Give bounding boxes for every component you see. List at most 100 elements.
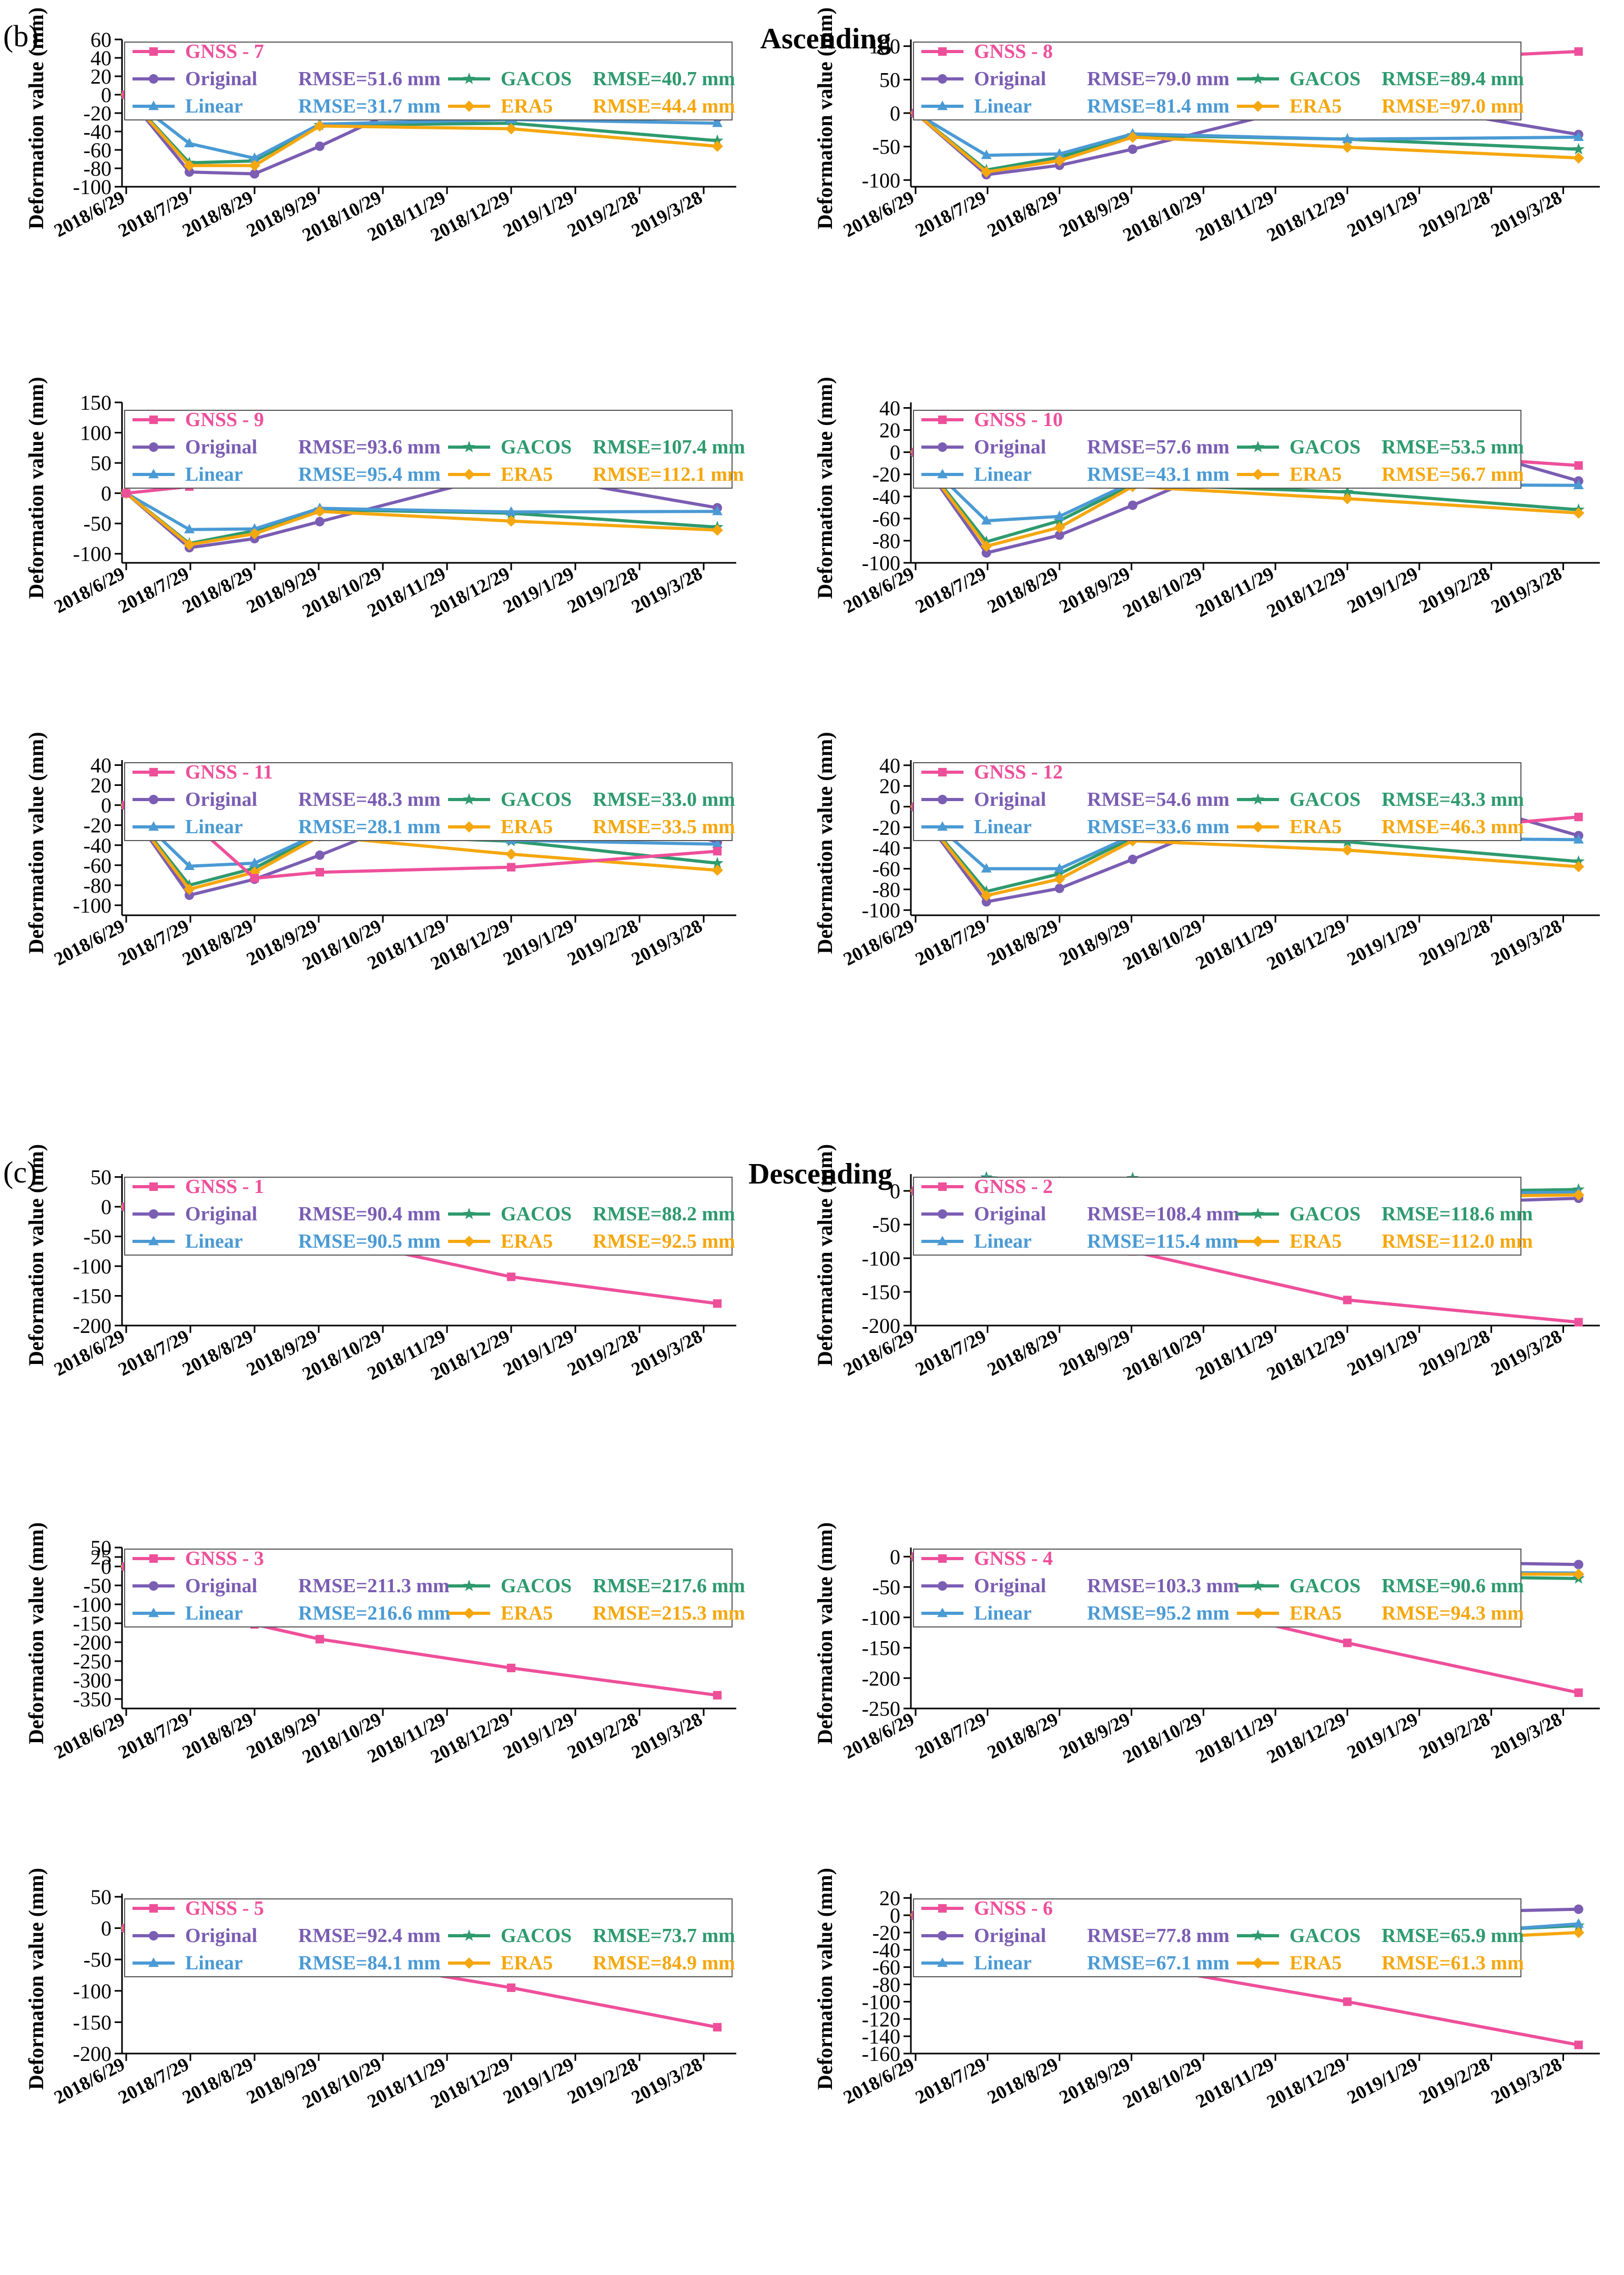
data-point-era5 xyxy=(184,883,195,895)
legend-label-gnss: GNSS - 1 xyxy=(185,1176,264,1198)
y-tick-label: 20 xyxy=(879,1886,900,1910)
x-tick-label: 2018/9/29 xyxy=(1056,1708,1134,1763)
x-tick-label: 2018/7/29 xyxy=(912,1326,990,1380)
x-tick-label: 2018/10/29 xyxy=(1119,563,1205,622)
legend-rmse-original: RMSE=57.6 mm xyxy=(1087,436,1230,458)
y-tick-label: 0 xyxy=(101,794,111,817)
legend-label-original: Original xyxy=(185,1925,257,1947)
y-tick-label: -100 xyxy=(73,1593,111,1616)
y-tick-label: -60 xyxy=(872,1956,900,1979)
data-point-linear xyxy=(1054,148,1065,158)
data-point-gnss xyxy=(250,874,259,883)
legend-rmse-original: RMSE=51.6 mm xyxy=(298,68,441,90)
x-tick-label: 2019/2/28 xyxy=(1416,187,1494,241)
x-tick-label: 2018/10/29 xyxy=(1119,1708,1205,1767)
legend-rmse-gacos: RMSE=90.6 mm xyxy=(1382,1575,1524,1597)
data-point-gnss xyxy=(1574,461,1583,470)
legend-label-era5: ERA5 xyxy=(1290,95,1342,117)
data-point-era5 xyxy=(1572,152,1585,164)
legend-rmse-gacos: RMSE=43.3 mm xyxy=(1382,788,1524,811)
x-tick-label: 2019/2/28 xyxy=(564,563,642,618)
legend-marker-original xyxy=(149,1931,158,1940)
x-tick-label: 2018/11/29 xyxy=(1192,563,1277,621)
data-point-gnss xyxy=(506,1983,516,1992)
x-tick-label: 2018/11/29 xyxy=(1192,187,1277,245)
legend-marker-era5 xyxy=(463,1957,475,1969)
y-tick-label: -300 xyxy=(73,1669,111,1692)
x-tick-label: 2019/2/28 xyxy=(1416,915,1494,970)
data-point-gacos xyxy=(1341,486,1354,498)
legend-marker-era5 xyxy=(463,100,475,112)
legend-rmse-era5: RMSE=61.3 mm xyxy=(1382,1952,1524,1974)
series-line-era5 xyxy=(125,804,718,891)
legend-rmse-linear: RMSE=81.4 mm xyxy=(1087,95,1230,117)
x-tick-label: 2018/11/29 xyxy=(1192,1708,1277,1767)
y-tick-label: 50 xyxy=(90,1885,111,1909)
legend-box xyxy=(124,42,733,120)
x-tick-label: 2019/3/28 xyxy=(1488,1326,1566,1380)
data-point-gnss xyxy=(121,489,131,498)
legend-marker-original xyxy=(938,795,947,804)
legend-box xyxy=(124,1898,733,1977)
data-point-original xyxy=(981,897,991,907)
legend-marker-linear xyxy=(937,821,948,831)
y-tick-label: -80 xyxy=(872,529,900,553)
data-point-gnss xyxy=(1574,47,1583,56)
legend-label-original: Original xyxy=(974,1203,1046,1225)
y-tick-label: -20 xyxy=(872,463,900,487)
x-tick-label: 2018/7/29 xyxy=(912,915,990,970)
y-tick-label: 0 xyxy=(890,1179,900,1203)
x-tick-label: 2018/12/29 xyxy=(1263,915,1349,974)
y-tick-label: -20 xyxy=(84,102,111,125)
y-tick-label: -20 xyxy=(872,1921,900,1945)
y-tick-label: -50 xyxy=(872,1575,900,1599)
x-tick-label: 2019/3/28 xyxy=(628,1326,706,1380)
legend-marker-linear xyxy=(148,1957,159,1967)
data-point-original xyxy=(185,167,194,177)
data-point-era5 xyxy=(505,123,517,135)
y-tick-label: -140 xyxy=(862,2025,900,2048)
legend-label-gnss: GNSS - 6 xyxy=(974,1897,1053,1919)
chart-gnss-9: -100 -50 0 50 100 150 2018/6/292018/7/292018/8… xyxy=(24,377,745,622)
legend-label-original: Original xyxy=(974,68,1046,90)
data-point-gacos xyxy=(1053,514,1066,526)
y-tick-label: -100 xyxy=(862,1606,900,1630)
legend-rmse-gacos: RMSE=88.2 mm xyxy=(593,1203,735,1225)
y-axis-title: Deformation value (mm) xyxy=(813,1144,837,1366)
legend-rmse-era5: RMSE=46.3 mm xyxy=(1382,816,1524,838)
y-axis-title: Deformation value (mm) xyxy=(24,1522,48,1744)
legend-marker-gnss xyxy=(149,767,158,777)
data-point-era5 xyxy=(1053,521,1065,533)
data-point-original xyxy=(315,141,324,151)
x-tick-label: 2019/2/28 xyxy=(1416,2054,1494,2108)
data-point-linear xyxy=(981,515,992,525)
x-tick-label: 2018/7/29 xyxy=(115,187,192,241)
y-tick-label: -200 xyxy=(73,1314,111,1338)
y-tick-label: -120 xyxy=(862,2007,900,2031)
x-tick-label: 2018/8/29 xyxy=(179,915,257,970)
data-point-era5 xyxy=(712,524,723,536)
data-point-linear xyxy=(1573,1918,1584,1928)
y-tick-label: -250 xyxy=(73,1650,111,1673)
x-tick-label: 2018/7/29 xyxy=(115,2054,192,2108)
legend-rmse-linear: RMSE=33.6 mm xyxy=(1087,816,1230,838)
legend-label-gacos: GACOS xyxy=(501,68,572,90)
data-point-era5 xyxy=(980,889,992,902)
data-point-gnss xyxy=(1574,1688,1583,1697)
x-tick-label: 2019/1/29 xyxy=(500,563,577,618)
data-point-original xyxy=(1574,1560,1584,1570)
legend-marker-era5 xyxy=(463,469,475,480)
series-line-era5 xyxy=(915,112,1579,174)
data-point-linear xyxy=(712,117,723,127)
legend-rmse-original: RMSE=211.3 mm xyxy=(298,1575,450,1597)
y-tick-label: 50 xyxy=(90,1536,111,1560)
y-axis-title: Deformation value (mm) xyxy=(24,732,48,954)
legend-marker-gnss xyxy=(149,415,158,424)
data-point-era5 xyxy=(1342,141,1353,153)
legend-marker-gnss xyxy=(938,415,947,424)
chart-gnss-12: -100-80-60-40-20020402018/6/292018/7/292… xyxy=(813,732,1600,974)
data-point-original xyxy=(250,169,259,179)
data-point-era5 xyxy=(1572,1569,1585,1580)
x-tick-label: 2018/6/29 xyxy=(50,563,128,618)
x-tick-label: 2019/1/29 xyxy=(1344,1326,1422,1380)
